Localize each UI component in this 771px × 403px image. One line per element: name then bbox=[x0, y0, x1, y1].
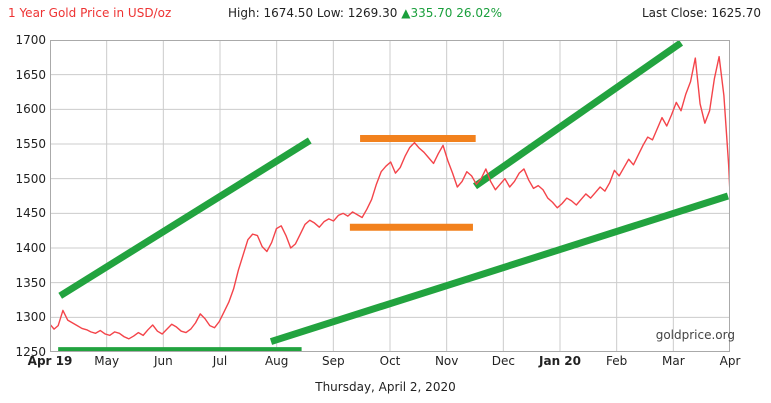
x-tick-label: May bbox=[94, 354, 120, 368]
x-tick-label: Apr bbox=[719, 354, 741, 368]
x-tick-label: Apr 19 bbox=[27, 354, 73, 368]
low-value: 1269.30 bbox=[347, 6, 398, 20]
x-tick-label: Oct bbox=[379, 354, 401, 368]
plot-svg bbox=[50, 40, 730, 352]
x-tick-label: Jul bbox=[212, 354, 228, 368]
change-arrow-icon: ▲ bbox=[401, 6, 411, 20]
price-series bbox=[50, 55, 730, 340]
x-tick-label: Dec bbox=[491, 354, 515, 368]
y-tick-label: 1300 bbox=[15, 310, 46, 325]
x-tick-label: Nov bbox=[434, 354, 459, 368]
y-axis: 1250 1300 1350 1400 1450 1500 1550 1600 1650 1700 bbox=[0, 33, 46, 359]
plot-area bbox=[50, 40, 730, 352]
y-tick-label: 1550 bbox=[15, 137, 46, 151]
left-uptrend bbox=[58, 137, 312, 299]
high-value: 1674.50 bbox=[263, 6, 314, 20]
resistance-bands bbox=[349, 134, 476, 231]
long-support bbox=[269, 192, 730, 345]
change-percent: 26.02% bbox=[456, 6, 503, 20]
x-tick-label: Aug bbox=[264, 354, 289, 368]
low-label: Low: bbox=[316, 6, 344, 20]
y-tick-label: 1500 bbox=[15, 171, 46, 186]
watermark: goldprice.org bbox=[655, 328, 735, 342]
y-tick-label: 1700 bbox=[15, 33, 46, 47]
chart-title: 1 Year Gold Price in USD/oz bbox=[8, 6, 172, 20]
y-tick-label: 1600 bbox=[15, 102, 46, 117]
y-tick-label: 1400 bbox=[15, 241, 46, 255]
last-close-value: 1625.70 bbox=[711, 6, 761, 20]
y-tick-label: 1450 bbox=[15, 206, 46, 221]
last-close: Last Close: 1625.70 bbox=[642, 6, 761, 20]
y-tick-label: 1650 bbox=[15, 67, 46, 82]
x-tick-label: Jan 20 bbox=[539, 354, 581, 368]
price-line bbox=[50, 55, 730, 340]
x-tick-label: Jun bbox=[153, 354, 173, 368]
footer-date: Thursday, April 2, 2020 bbox=[315, 380, 456, 394]
x-tick-label: Feb bbox=[606, 354, 628, 368]
high-label: High: bbox=[228, 6, 260, 20]
y-tick-label: 1250 bbox=[15, 345, 46, 359]
x-tick-label: Mar bbox=[662, 354, 685, 368]
plot-border bbox=[50, 40, 730, 352]
x-axis: Apr 19 May Jun Jul Aug Sep Oct Nov Dec Jan 20 Feb M… bbox=[28, 354, 741, 374]
change-value: 335.70 bbox=[410, 6, 453, 20]
trend-lines bbox=[58, 40, 730, 352]
y-tick-label: 1350 bbox=[15, 275, 46, 290]
x-tick-label: Sep bbox=[322, 354, 345, 368]
last-close-label: Last Close: bbox=[642, 6, 708, 20]
header-statistics: High: 1674.50 Low: 1269.30 ▲335.70 26.02… bbox=[228, 6, 502, 20]
right-uptrend bbox=[472, 40, 684, 190]
